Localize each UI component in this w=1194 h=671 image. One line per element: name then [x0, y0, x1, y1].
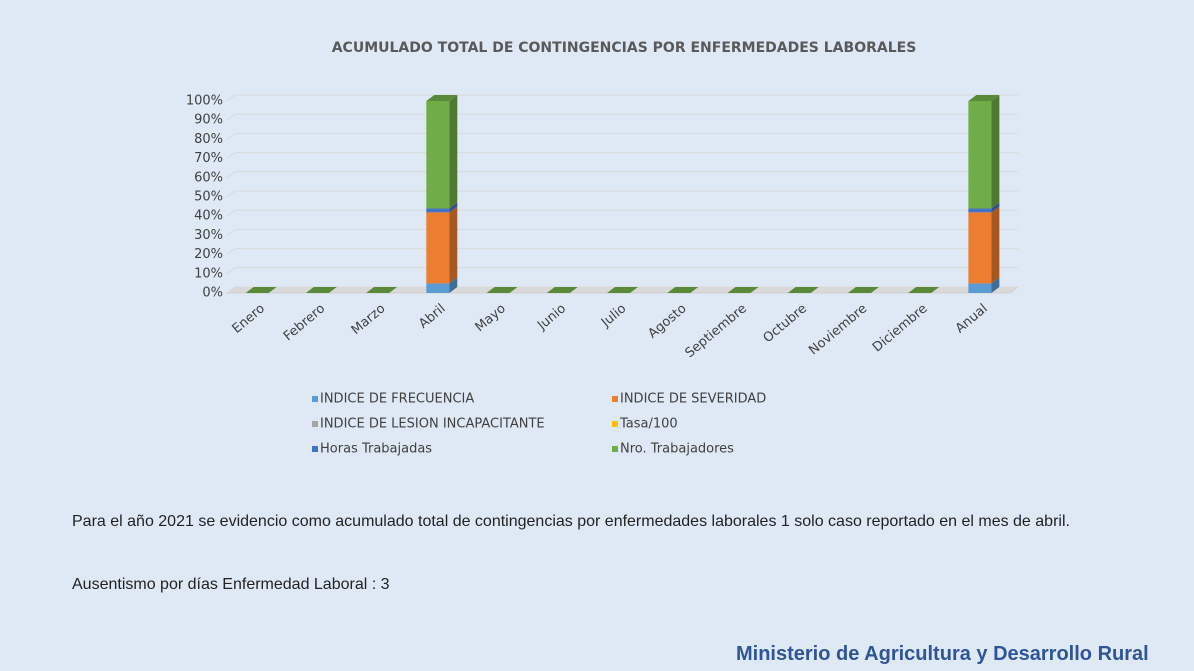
bar-side: [991, 95, 1000, 209]
bar-top: [908, 287, 940, 293]
bar-top: [305, 287, 337, 293]
y-tick-label: 40%: [194, 209, 223, 224]
bar-side: [449, 95, 458, 209]
grid-line: [226, 228, 1018, 236]
x-tick-label: Diciembre: [870, 301, 930, 355]
y-tick-label: 100%: [186, 94, 223, 109]
legend-swatch: [612, 396, 618, 402]
bar-segment: [426, 212, 450, 284]
grid-line: [226, 267, 1018, 275]
grid-line: [226, 190, 1018, 198]
y-tick-label: 30%: [194, 228, 223, 243]
legend-swatch: [312, 446, 318, 452]
legend-swatch: [312, 421, 318, 427]
legend-label: Tasa/100: [619, 417, 678, 432]
y-tick-label: 0%: [202, 286, 223, 301]
bar-top: [546, 287, 578, 293]
bar-segment: [968, 283, 992, 293]
legend-label: INDICE DE FRECUENCIA: [320, 392, 474, 407]
y-tick-label: 20%: [194, 247, 223, 262]
bar-segment: [426, 283, 450, 293]
note: Ausentismo por días Enfermedad Laboral :…: [72, 576, 390, 593]
grid-line: [226, 248, 1018, 255]
bar-side: [991, 206, 1000, 284]
x-tick-label: Octubre: [761, 301, 811, 346]
bar-top: [366, 287, 398, 293]
bar-top: [787, 287, 819, 293]
bar-segment: [968, 212, 992, 284]
y-tick-label: 50%: [194, 190, 223, 205]
paragraph: Para el año 2021 se evidencio como acumu…: [72, 513, 1070, 530]
y-tick-label: 80%: [194, 132, 223, 147]
x-tick-label: Abril: [416, 301, 448, 332]
bar-segment: [968, 208, 992, 213]
bar-side: [991, 202, 1000, 213]
bar-top: [727, 287, 759, 293]
chart-title: ACUMULADO TOTAL DE CONTINGENCIAS POR ENF…: [332, 40, 917, 56]
legend-label: INDICE DE LESION INCAPACITANTE: [320, 417, 545, 432]
bar-top: [607, 287, 638, 293]
grid-line: [226, 152, 1018, 159]
legend-swatch: [612, 421, 618, 427]
grid-line: [226, 171, 1018, 179]
legend-label: Nro. Trabajadores: [620, 442, 734, 457]
bar-top: [245, 287, 277, 293]
bar-segment: [968, 101, 992, 209]
bar-top: [486, 287, 518, 293]
bar-segment: [426, 208, 450, 213]
footer: Ministerio de Agricultura y Desarrollo R…: [736, 643, 1149, 665]
bar-top: [968, 95, 1000, 101]
x-tick-label: Junio: [534, 301, 569, 334]
legend-swatch: [612, 446, 618, 452]
x-tick-label: Agosto: [645, 301, 689, 341]
bar-side: [991, 277, 1000, 293]
bar-segment: [426, 101, 450, 209]
x-tick-label: Mayo: [473, 301, 509, 335]
bar-top: [847, 287, 879, 293]
grid-line: [226, 94, 1018, 102]
y-tick-label: 70%: [194, 151, 223, 166]
legend-label: INDICE DE SEVERIDAD: [620, 392, 766, 407]
x-tick-label: Julio: [598, 301, 629, 331]
legend-label: Horas Trabajadas: [320, 442, 432, 457]
x-tick-label: Marzo: [349, 301, 389, 338]
grid-line: [226, 209, 1018, 217]
y-tick-label: 90%: [194, 113, 223, 128]
grid-line: [226, 113, 1018, 121]
x-tick-label: Febrero: [281, 301, 328, 344]
x-tick-label: Septiembre: [683, 301, 750, 361]
bar-top: [667, 287, 699, 293]
bar-side: [449, 277, 458, 293]
x-tick-label: Enero: [230, 301, 268, 337]
y-tick-label: 10%: [194, 266, 223, 281]
grid-line: [226, 132, 1018, 140]
bar-side: [449, 202, 458, 213]
bar-top: [426, 95, 458, 101]
legend-swatch: [312, 396, 318, 402]
x-tick-label: Noviembre: [806, 301, 870, 358]
chart: ACUMULADO TOTAL DE CONTINGENCIAS POR ENF…: [186, 40, 1020, 457]
y-tick-label: 60%: [194, 170, 223, 185]
bar-side: [449, 206, 458, 284]
x-tick-label: Anual: [953, 301, 991, 336]
